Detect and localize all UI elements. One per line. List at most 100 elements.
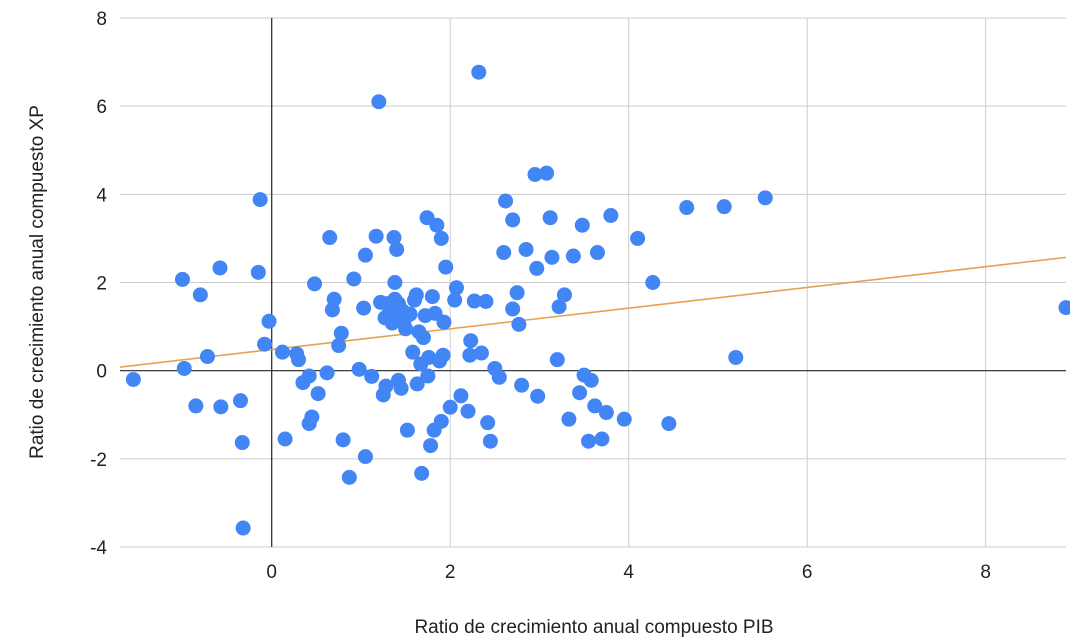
data-point [728, 349, 744, 365]
data-point [357, 247, 373, 263]
data-point [398, 321, 414, 337]
data-point [1058, 300, 1070, 316]
y-tick-label: 2 [96, 274, 107, 295]
data-point [378, 378, 394, 394]
data-point [572, 385, 588, 401]
data-point [331, 338, 347, 354]
x-tick-label: 4 [623, 562, 634, 583]
data-point [448, 280, 464, 296]
data-point [574, 217, 590, 233]
data-point [462, 347, 478, 363]
data-point [460, 403, 476, 419]
data-point [234, 435, 250, 451]
data-point [188, 398, 204, 414]
y-tick-label: 4 [96, 185, 107, 206]
data-point [505, 212, 521, 228]
zero-axes [120, 18, 1066, 547]
data-point [192, 287, 208, 303]
data-point [371, 94, 387, 110]
data-point [661, 416, 677, 432]
data-point [232, 393, 248, 409]
data-point [551, 299, 567, 315]
data-point [319, 365, 335, 381]
y-tick-labels: -4 -2 0 2 4 6 8 [90, 9, 107, 559]
data-point [290, 352, 306, 368]
gridlines [120, 17, 1066, 548]
data-point [603, 207, 619, 223]
data-point [498, 193, 514, 209]
data-point [480, 415, 496, 431]
data-point [471, 64, 487, 80]
data-point [463, 333, 479, 349]
data-point [252, 192, 268, 208]
data-point [442, 399, 458, 415]
data-point [402, 306, 418, 322]
data-point [341, 469, 357, 485]
data-point [250, 264, 266, 280]
data-point [415, 330, 431, 346]
data-point [491, 369, 507, 385]
data-point [594, 431, 610, 447]
data-point [346, 271, 362, 287]
data-point [405, 344, 421, 360]
data-point [274, 344, 290, 360]
data-point [414, 465, 430, 481]
data-point [433, 413, 449, 429]
data-point [496, 245, 512, 261]
data-point [556, 287, 572, 303]
data-point [505, 301, 521, 317]
data-point [424, 289, 440, 305]
data-point [561, 411, 577, 427]
data-point [438, 259, 454, 275]
data-point [387, 275, 403, 290]
data-point [565, 248, 581, 264]
data-point [199, 349, 215, 365]
data-point [589, 245, 605, 261]
data-point [351, 361, 367, 377]
data-point [645, 275, 661, 290]
data-point [389, 241, 405, 257]
data-point [447, 292, 463, 308]
data-point [333, 325, 349, 341]
y-axis-title: Ratio de crecimiento anual compuesto XP [27, 105, 48, 459]
data-point [213, 399, 229, 415]
data-point [304, 409, 320, 425]
data-point [409, 376, 425, 392]
data-point [511, 316, 527, 332]
data-point [716, 199, 732, 215]
data-point [583, 372, 599, 388]
data-point [257, 336, 273, 352]
data-point [125, 371, 141, 387]
data-point [518, 241, 534, 257]
x-tick-label: 6 [802, 562, 813, 583]
data-point [435, 347, 451, 363]
data-point [176, 360, 192, 376]
data-point [277, 431, 293, 447]
x-axis-title: Ratio de crecimiento anual compuesto PIB [414, 617, 773, 638]
data-point [473, 345, 489, 361]
data-point [630, 230, 646, 246]
data-point [530, 388, 546, 404]
data-point [326, 291, 342, 307]
data-point [466, 293, 482, 309]
data-point [478, 293, 494, 309]
data-point [527, 166, 543, 182]
data-point [679, 200, 695, 216]
data-point [310, 386, 326, 402]
x-tick-label: 8 [980, 562, 991, 583]
data-point [174, 271, 190, 287]
data-point [307, 276, 323, 292]
data-point [509, 285, 525, 301]
data-point [399, 422, 415, 438]
data-point [587, 398, 603, 414]
y-tick-label: 6 [96, 97, 107, 118]
data-point [598, 405, 614, 421]
x-tick-label: 0 [266, 562, 277, 583]
data-point [539, 165, 555, 181]
data-point [544, 249, 560, 265]
data-point [364, 368, 380, 384]
data-point [453, 388, 469, 404]
x-tick-labels: 0 2 4 6 8 [266, 562, 991, 583]
data-point [542, 210, 558, 226]
